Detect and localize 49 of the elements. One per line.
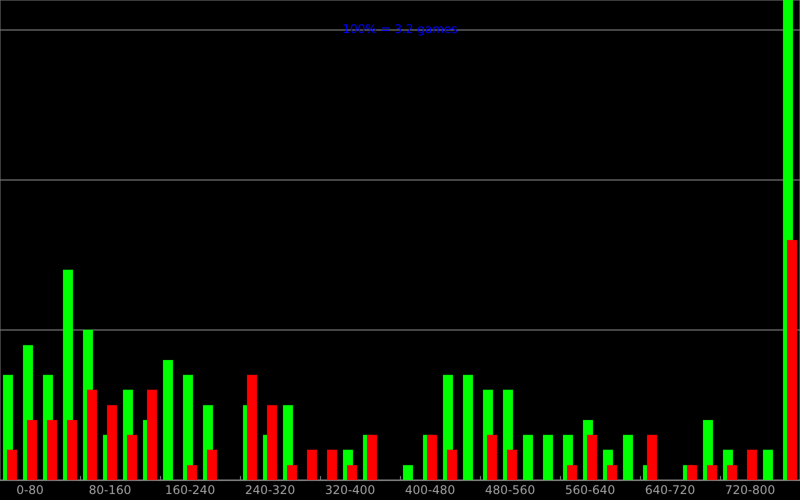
bar bbox=[347, 465, 357, 480]
bar bbox=[67, 420, 77, 480]
bar bbox=[187, 465, 197, 480]
bar bbox=[127, 434, 137, 480]
bar bbox=[687, 465, 697, 480]
bar bbox=[163, 360, 173, 480]
bar bbox=[507, 450, 517, 480]
bar bbox=[27, 420, 37, 480]
bar bbox=[87, 390, 97, 480]
bar bbox=[647, 434, 657, 480]
bar bbox=[267, 405, 277, 480]
bar bbox=[787, 240, 797, 480]
bar bbox=[147, 390, 157, 480]
bar bbox=[607, 465, 617, 480]
bar bbox=[543, 434, 553, 480]
x-tick-label: 320-400 bbox=[324, 483, 376, 497]
x-tick-label: 240-320 bbox=[244, 483, 296, 497]
text: 100% = 3.2 games bbox=[342, 22, 458, 36]
bar bbox=[207, 450, 217, 480]
bar bbox=[463, 374, 473, 480]
bar bbox=[747, 450, 757, 480]
x-tick-label: 0-80 bbox=[16, 483, 44, 497]
x-tick-label: 720-800 bbox=[724, 483, 776, 497]
bar bbox=[367, 434, 377, 480]
bar bbox=[487, 434, 497, 480]
bar bbox=[287, 465, 297, 480]
x-tick-label: 400-480 bbox=[404, 483, 456, 497]
bar bbox=[567, 465, 577, 480]
x-tick-label: 560-640 bbox=[564, 483, 616, 497]
bar bbox=[587, 434, 597, 480]
bar bbox=[327, 450, 337, 480]
bar bbox=[47, 420, 57, 480]
bar bbox=[7, 450, 17, 480]
bar bbox=[247, 374, 257, 480]
bar bbox=[307, 450, 317, 480]
x-tick-label: 80-160 bbox=[88, 483, 132, 497]
bar bbox=[447, 450, 457, 480]
x-tick-label: 640-720 bbox=[644, 483, 696, 497]
x-tick-label: 160-240 bbox=[164, 483, 216, 497]
bar bbox=[183, 374, 193, 480]
bar bbox=[763, 450, 773, 480]
bar bbox=[523, 434, 533, 480]
bar bbox=[107, 405, 117, 480]
bar bbox=[707, 465, 717, 480]
bar bbox=[623, 434, 633, 480]
x-tick-label: 480-560 bbox=[484, 483, 536, 497]
bar bbox=[727, 465, 737, 480]
bar bbox=[427, 434, 437, 480]
bar bbox=[403, 465, 413, 480]
